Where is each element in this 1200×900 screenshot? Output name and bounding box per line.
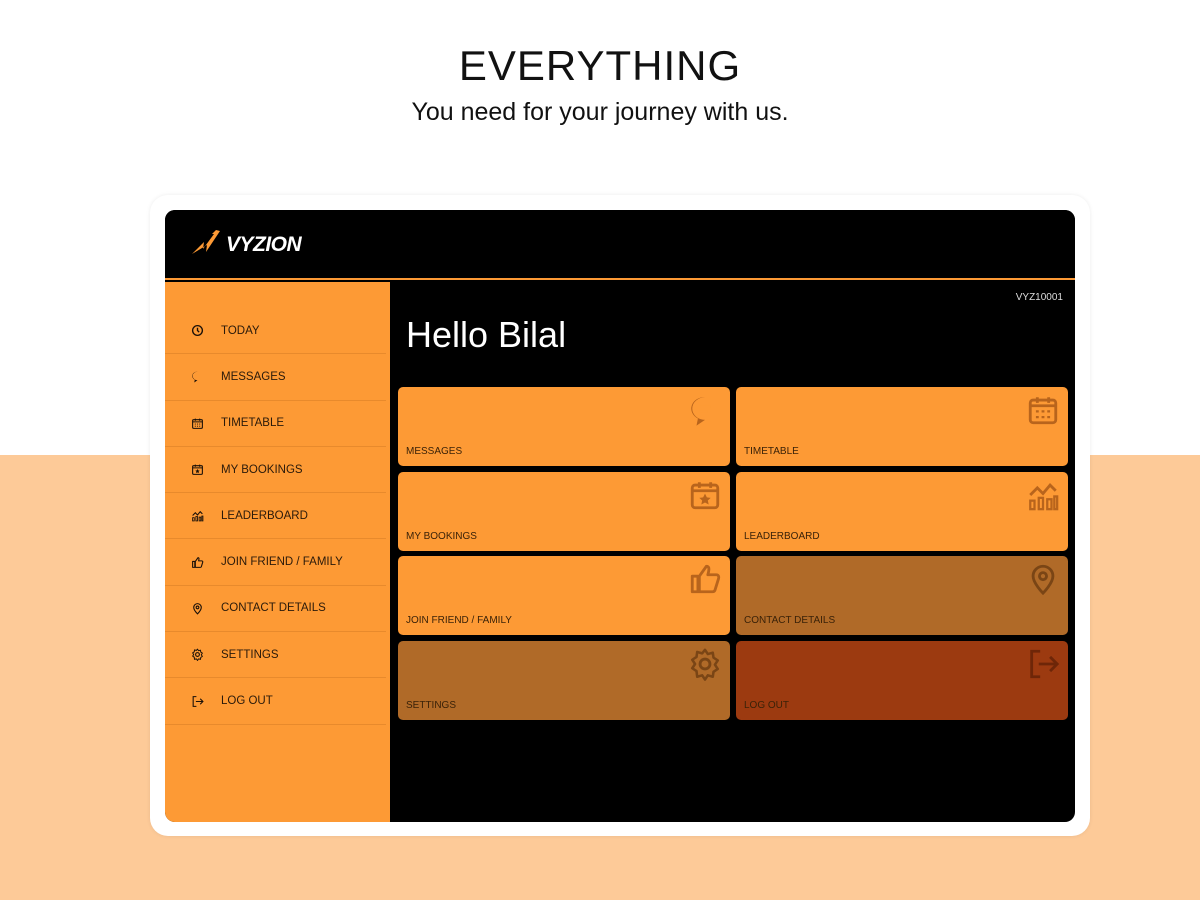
calendar-star-icon [192, 464, 203, 475]
calendar-icon [1028, 397, 1058, 425]
thumbs-up-icon [690, 564, 721, 594]
location-pin-icon [1031, 564, 1055, 596]
logout-icon [192, 695, 204, 707]
chat-icon [192, 372, 200, 383]
sidebar-item-label: CONTACT DETAILS [221, 602, 326, 615]
tile-log-out[interactable]: LOG OUT [736, 640, 1068, 720]
sidebar-item-settings[interactable]: SETTINGS [165, 632, 386, 679]
app-header: VYZION [165, 210, 1075, 280]
gear-icon [690, 648, 720, 681]
sidebar-item-label: MY BOOKINGS [221, 463, 303, 476]
tile-label: CONTACT DETAILS [744, 615, 836, 626]
main-content: VYZ10001 Hello Bilal MESSAGES TIMETABLE MY… [390, 282, 1075, 822]
sidebar-item-join-friend-family[interactable]: JOIN FRIEND / FAMILY [165, 539, 386, 586]
chat-icon [691, 397, 711, 426]
sidebar-item-today[interactable]: TODAY [165, 308, 386, 355]
sidebar-item-messages[interactable]: MESSAGES [165, 354, 386, 401]
hero-title: EVERYTHING [458, 42, 742, 89]
sidebar-item-label: LEADERBOARD [221, 509, 308, 522]
user-id: VYZ10001 [1015, 292, 1063, 303]
hero-subtitle: You need for your journey with us. [411, 98, 789, 126]
tile-my-bookings[interactable]: MY BOOKINGS [398, 471, 730, 551]
sidebar-item-label: TODAY [221, 324, 260, 337]
tile-settings[interactable]: SETTINGS [398, 640, 730, 720]
thumbs-up-icon [192, 556, 204, 568]
tile-timetable[interactable]: TIMETABLE [736, 387, 1068, 466]
lightning-icon [192, 230, 220, 254]
tile-label: LOG OUT [744, 699, 790, 711]
sidebar-item-leaderboard[interactable]: LEADERBOARD [165, 493, 386, 540]
sidebar-item-label: LOG OUT [221, 695, 273, 708]
tile-label: LEADERBOARD [744, 530, 820, 542]
logo: VYZION [190, 230, 302, 260]
calendar-star-icon [690, 481, 720, 509]
sidebar-item-log-out[interactable]: LOG OUT [165, 678, 386, 725]
app-window: VYZION TODAY MESSAGES TIMETABLE MY BOOKINGS… [165, 210, 1075, 822]
tile-label: MY BOOKINGS [406, 530, 477, 542]
sidebar-item-label: TIMETABLE [221, 417, 285, 430]
sidebar: TODAY MESSAGES TIMETABLE MY BOOKINGS LEADERB… [165, 282, 390, 822]
tile-leaderboard[interactable]: LEADERBOARD [736, 471, 1068, 551]
sidebar-item-label: SETTINGS [221, 648, 279, 661]
logout-icon [1030, 649, 1060, 678]
leaderboard-icon [192, 511, 204, 522]
sidebar-item-label: JOIN FRIEND / FAMILY [221, 556, 343, 569]
calendar-icon [192, 418, 203, 429]
tile-label: SETTINGS [406, 699, 457, 711]
tile-join-friend-family[interactable]: JOIN FRIEND / FAMILY [398, 556, 730, 635]
greeting: Hello Bilal [406, 314, 567, 355]
tile-label: JOIN FRIEND / FAMILY [406, 615, 512, 626]
gear-icon [192, 648, 203, 662]
sidebar-item-my-bookings[interactable]: MY BOOKINGS [165, 447, 386, 494]
sidebar-item-label: MESSAGES [221, 370, 286, 383]
leaderboard-icon [1029, 482, 1059, 510]
tile-messages[interactable]: MESSAGES [398, 387, 730, 466]
tile-contact-details[interactable]: CONTACT DETAILS [736, 556, 1068, 635]
clock-icon [191, 325, 204, 337]
location-pin-icon [193, 603, 202, 615]
tile-label: TIMETABLE [744, 446, 799, 457]
sidebar-item-timetable[interactable]: TIMETABLE [165, 401, 386, 447]
tile-label: MESSAGES [406, 446, 463, 457]
sidebar-item-contact-details[interactable]: CONTACT DETAILS [165, 586, 386, 633]
